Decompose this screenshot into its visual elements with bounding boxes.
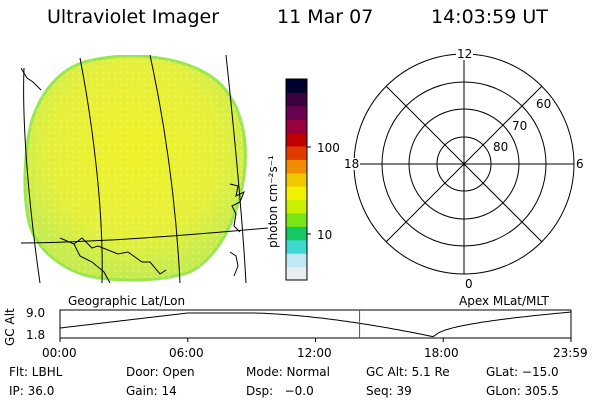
alt-ytick-min: 1.8: [26, 328, 46, 342]
mlt-label-6: 6: [575, 157, 585, 171]
coastline: [21, 67, 42, 91]
colorbar-segment: [286, 146, 307, 160]
colorbar-segment: [286, 199, 307, 214]
colorbar-segment: [286, 159, 307, 174]
lat-label-80: 80: [492, 140, 510, 154]
info-door: Door: Open: [126, 365, 195, 379]
lat-label-70: 70: [511, 119, 529, 133]
info-glat: GLat: −15.0: [486, 365, 559, 379]
meridian-line: [149, 55, 181, 283]
colorbar-segment: [286, 226, 307, 241]
colorbar-segment: [286, 239, 307, 254]
colorbar: [285, 78, 311, 281]
colorbar-segment: [286, 213, 307, 227]
date-label: 11 Mar 07: [277, 6, 374, 28]
meridian-line: [23, 67, 41, 283]
colorbar-segment: [286, 92, 307, 107]
info-mode: Mode: Normal: [246, 365, 330, 379]
info-glon: GLon: 305.5: [486, 384, 559, 398]
coastline: [229, 183, 245, 233]
time-label: 14:03:59 UT: [431, 6, 548, 28]
alt-xtick-0600: 06:00: [169, 346, 204, 360]
mlt-label-0: 0: [465, 277, 473, 291]
instrument-title: Ultraviolet Imager: [47, 6, 220, 28]
info-gc-alt: GC Alt: 5.1 Re: [366, 365, 450, 379]
left-panel-label: Geographic Lat/Lon: [68, 294, 186, 308]
altitude-curve: [59, 311, 572, 338]
info-dsp: Dsp: −0.0: [246, 384, 314, 398]
mlt-diagonal: [385, 85, 543, 243]
lat-label-60: 60: [535, 97, 553, 111]
colorbar-segment: [286, 119, 307, 134]
latitude-line: [21, 227, 268, 244]
colorbar-tick-100: 100: [317, 141, 340, 155]
mlt-label-12: 12: [456, 47, 474, 61]
colorbar-segment: [286, 79, 307, 93]
colorbar-unit-label: photon cm⁻²s⁻¹: [266, 155, 280, 248]
coastline: [73, 243, 111, 283]
earth-image: [21, 55, 268, 283]
colorbar-segment: [286, 172, 307, 187]
coastline: [229, 251, 239, 277]
colorbar-segment: [286, 186, 307, 201]
right-panel-label: Apex MLat/MLT: [459, 294, 549, 308]
alt-xtick-1200: 12:00: [297, 346, 332, 360]
colorbar-segment: [286, 266, 307, 281]
alt-xtick-2359: 23:59: [553, 346, 588, 360]
info-ip: IP: 36.0: [9, 384, 55, 398]
meridian-line: [79, 57, 103, 283]
info-gain: Gain: 14: [126, 384, 177, 398]
polar-grid: [353, 53, 575, 275]
altitude-plot: [59, 309, 572, 342]
alt-ylabel: GC Alt: [3, 308, 17, 346]
meridian-line: [225, 55, 247, 283]
colorbar-tick-10: 10: [317, 228, 333, 242]
info-filter: Flt: LBHL: [9, 365, 63, 379]
colorbar-segment: [286, 253, 307, 268]
coastline: [59, 237, 167, 275]
colorbar-segment: [286, 132, 307, 147]
alt-ytick-max: 9.0: [26, 306, 46, 320]
mlt-label-18: 18: [343, 157, 361, 171]
info-seq: Seq: 39: [366, 384, 412, 398]
alt-xtick-1800: 18:00: [424, 346, 459, 360]
colorbar-segment: [286, 105, 307, 120]
alt-xtick-0000: 00:00: [42, 346, 77, 360]
